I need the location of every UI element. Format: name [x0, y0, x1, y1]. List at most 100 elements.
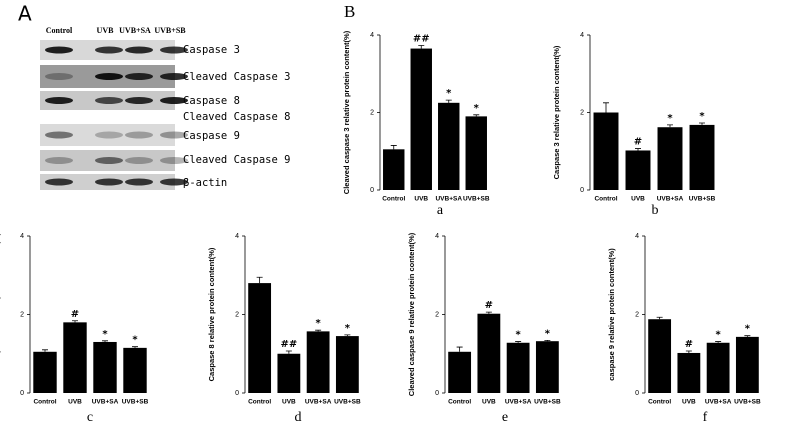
bar: [63, 322, 87, 393]
x-tick-label: Control: [382, 196, 405, 203]
significance-label: #: [685, 339, 693, 350]
error-bar: [285, 350, 292, 354]
x-tick-label: UVB+SA: [435, 196, 462, 203]
x-tick-label: UVB+SB: [122, 399, 149, 406]
x-tick-label: UVB+SB: [463, 196, 490, 203]
error-bar: [256, 276, 263, 284]
x-tick-label: UVB+SA: [657, 196, 684, 203]
bar: [477, 313, 501, 393]
bar: [306, 331, 330, 393]
x-tick-label: UVB+SA: [705, 399, 732, 406]
blot-band: [160, 46, 188, 54]
error-bar: [685, 350, 692, 353]
blot-band: [125, 131, 153, 139]
bar: [248, 283, 272, 393]
y-axis-label: Cleaved caspase 3 relative protein conte…: [342, 30, 351, 194]
lane-label: UVB+SB: [154, 26, 186, 35]
error-bar: [132, 346, 138, 348]
blot-band: [125, 73, 153, 80]
y-tick-label: 4: [635, 233, 639, 240]
y-tick-label: 2: [580, 109, 584, 116]
blot-band: [45, 46, 73, 54]
bar: [33, 351, 57, 393]
significance-label: #: [485, 300, 493, 311]
y-tick-label: 4: [580, 32, 584, 39]
bar: [677, 352, 701, 393]
bar: [648, 319, 672, 393]
bar: [465, 116, 487, 190]
blot-strip: [40, 124, 175, 146]
blot-band: [95, 178, 123, 186]
y-tick-label: 4: [20, 233, 24, 240]
significance-label: *: [316, 318, 322, 329]
y-tick-label: 0: [635, 390, 639, 397]
x-tick-label: UVB: [482, 399, 496, 406]
error-bar: [418, 45, 425, 49]
bar: [438, 102, 460, 190]
error-bar: [744, 335, 751, 337]
error-bar: [485, 311, 492, 314]
significance-label: ##: [413, 33, 430, 44]
x-tick-label: Control: [248, 399, 271, 406]
error-bar: [315, 329, 322, 332]
blot-band: [45, 178, 73, 186]
y-tick-label: 0: [435, 390, 439, 397]
western-blot: Control UVB UVB+SA UVB+SB Caspase 3 Cleaved C…: [40, 26, 290, 190]
significance-label: *: [132, 335, 138, 346]
protein-label: Caspase 9: [183, 130, 240, 142]
lane-label: UVB: [97, 26, 115, 35]
protein-label: Cleaved Caspase 8: [183, 111, 290, 123]
x-tick-label: UVB+SA: [305, 399, 332, 406]
caption: b: [652, 203, 659, 218]
y-tick-label: 2: [435, 311, 439, 318]
blot-band: [160, 178, 188, 186]
x-tick-label: Control: [448, 399, 471, 406]
bar: [448, 351, 472, 393]
blot-band: [45, 131, 73, 139]
caption: e: [502, 410, 508, 425]
significance-label: *: [745, 324, 751, 335]
y-tick-label: 4: [435, 233, 439, 240]
y-tick-label: 2: [235, 311, 239, 318]
error-bar: [102, 340, 108, 342]
x-tick-label: UVB: [682, 399, 696, 406]
bar: [93, 341, 117, 393]
x-tick-label: UVB+SB: [689, 196, 716, 203]
lane-label: Control: [46, 26, 73, 35]
blot-band: [160, 131, 188, 139]
error-bar: [544, 340, 551, 342]
lane-label: UVB+SA: [119, 26, 151, 35]
significance-label: *: [474, 103, 480, 114]
protein-label: Caspase 8: [183, 95, 240, 107]
error-bar: [390, 145, 397, 150]
y-axis-label: Cleaved caspase 8 relative protein conte…: [0, 232, 1, 396]
blot-band: [125, 178, 153, 186]
bar: [593, 112, 619, 190]
error-bar: [656, 316, 663, 320]
blot-band: [125, 46, 153, 54]
x-tick-label: UVB+SA: [92, 399, 119, 406]
y-tick-label: 0: [235, 390, 239, 397]
x-tick-label: UVB+SB: [334, 399, 361, 406]
x-tick-label: UVB+SB: [734, 399, 761, 406]
blot-band: [95, 131, 123, 139]
bar: [689, 124, 715, 190]
y-tick-label: 2: [635, 311, 639, 318]
error-bar: [473, 114, 480, 117]
x-tick-label: UVB+SA: [505, 399, 532, 406]
bar: [535, 341, 559, 393]
error-bar: [445, 99, 452, 103]
y-tick-label: 0: [370, 187, 374, 194]
blot-band: [160, 73, 188, 80]
error-bar: [667, 124, 673, 128]
x-tick-label: Control: [594, 196, 617, 203]
protein-label: β-actin: [183, 177, 227, 189]
bar: [335, 336, 359, 393]
caption: c: [87, 410, 93, 425]
blot-band: [45, 97, 73, 104]
x-tick-label: UVB+SB: [534, 399, 561, 406]
bar: [123, 347, 147, 393]
blot-band: [95, 157, 123, 164]
significance-label: *: [667, 113, 673, 124]
